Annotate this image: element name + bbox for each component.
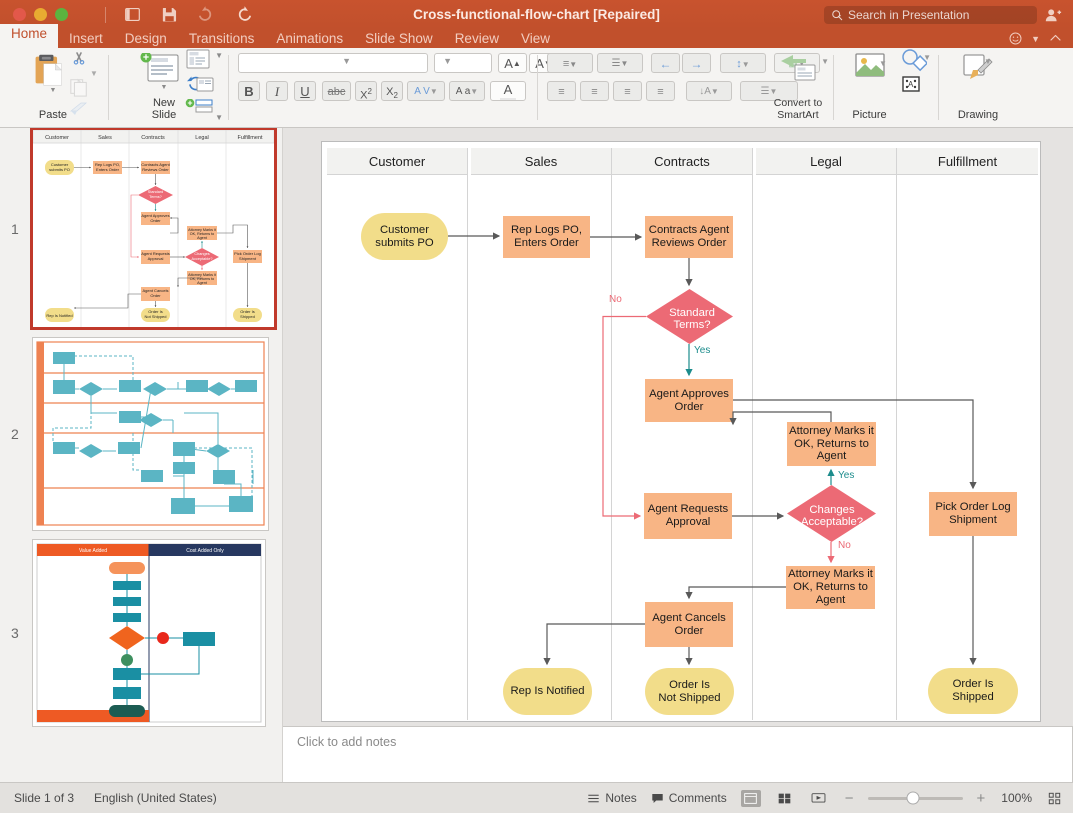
svg-text:Fulfillment: Fulfillment (237, 135, 263, 141)
svg-text:Acceptable?: Acceptable? (192, 257, 213, 261)
svg-text:Customer: Customer (45, 135, 69, 141)
svg-text:Approval: Approval (148, 256, 164, 261)
svg-text:Agent: Agent (197, 236, 207, 240)
svg-text:Rep Is Notified: Rep Is Notified (46, 313, 72, 318)
svg-text:Cost Added Only: Cost Added Only (186, 548, 224, 554)
svg-text:Changes: Changes (194, 252, 209, 256)
svg-text:Order: Order (150, 218, 161, 223)
svg-text:Shipment: Shipment (239, 256, 257, 261)
svg-text:Not Shipped: Not Shipped (144, 314, 166, 319)
svg-text:Order: Order (150, 293, 161, 298)
svg-text:Shipped: Shipped (240, 314, 255, 319)
svg-text:Contracts: Contracts (141, 135, 165, 141)
svg-text:Reviews Order: Reviews Order (142, 167, 169, 172)
svg-text:Terms?: Terms? (149, 195, 161, 199)
svg-text:Legal: Legal (195, 135, 208, 141)
svg-text:Enters Order: Enters Order (96, 167, 120, 172)
svg-text:Sales: Sales (98, 135, 112, 141)
svg-text:Standard: Standard (148, 190, 163, 194)
svg-text:Value Added: Value Added (79, 548, 107, 554)
svg-text:submits PO: submits PO (49, 167, 70, 172)
svg-text:A: A (908, 80, 914, 89)
svg-text:Agent: Agent (197, 281, 207, 285)
